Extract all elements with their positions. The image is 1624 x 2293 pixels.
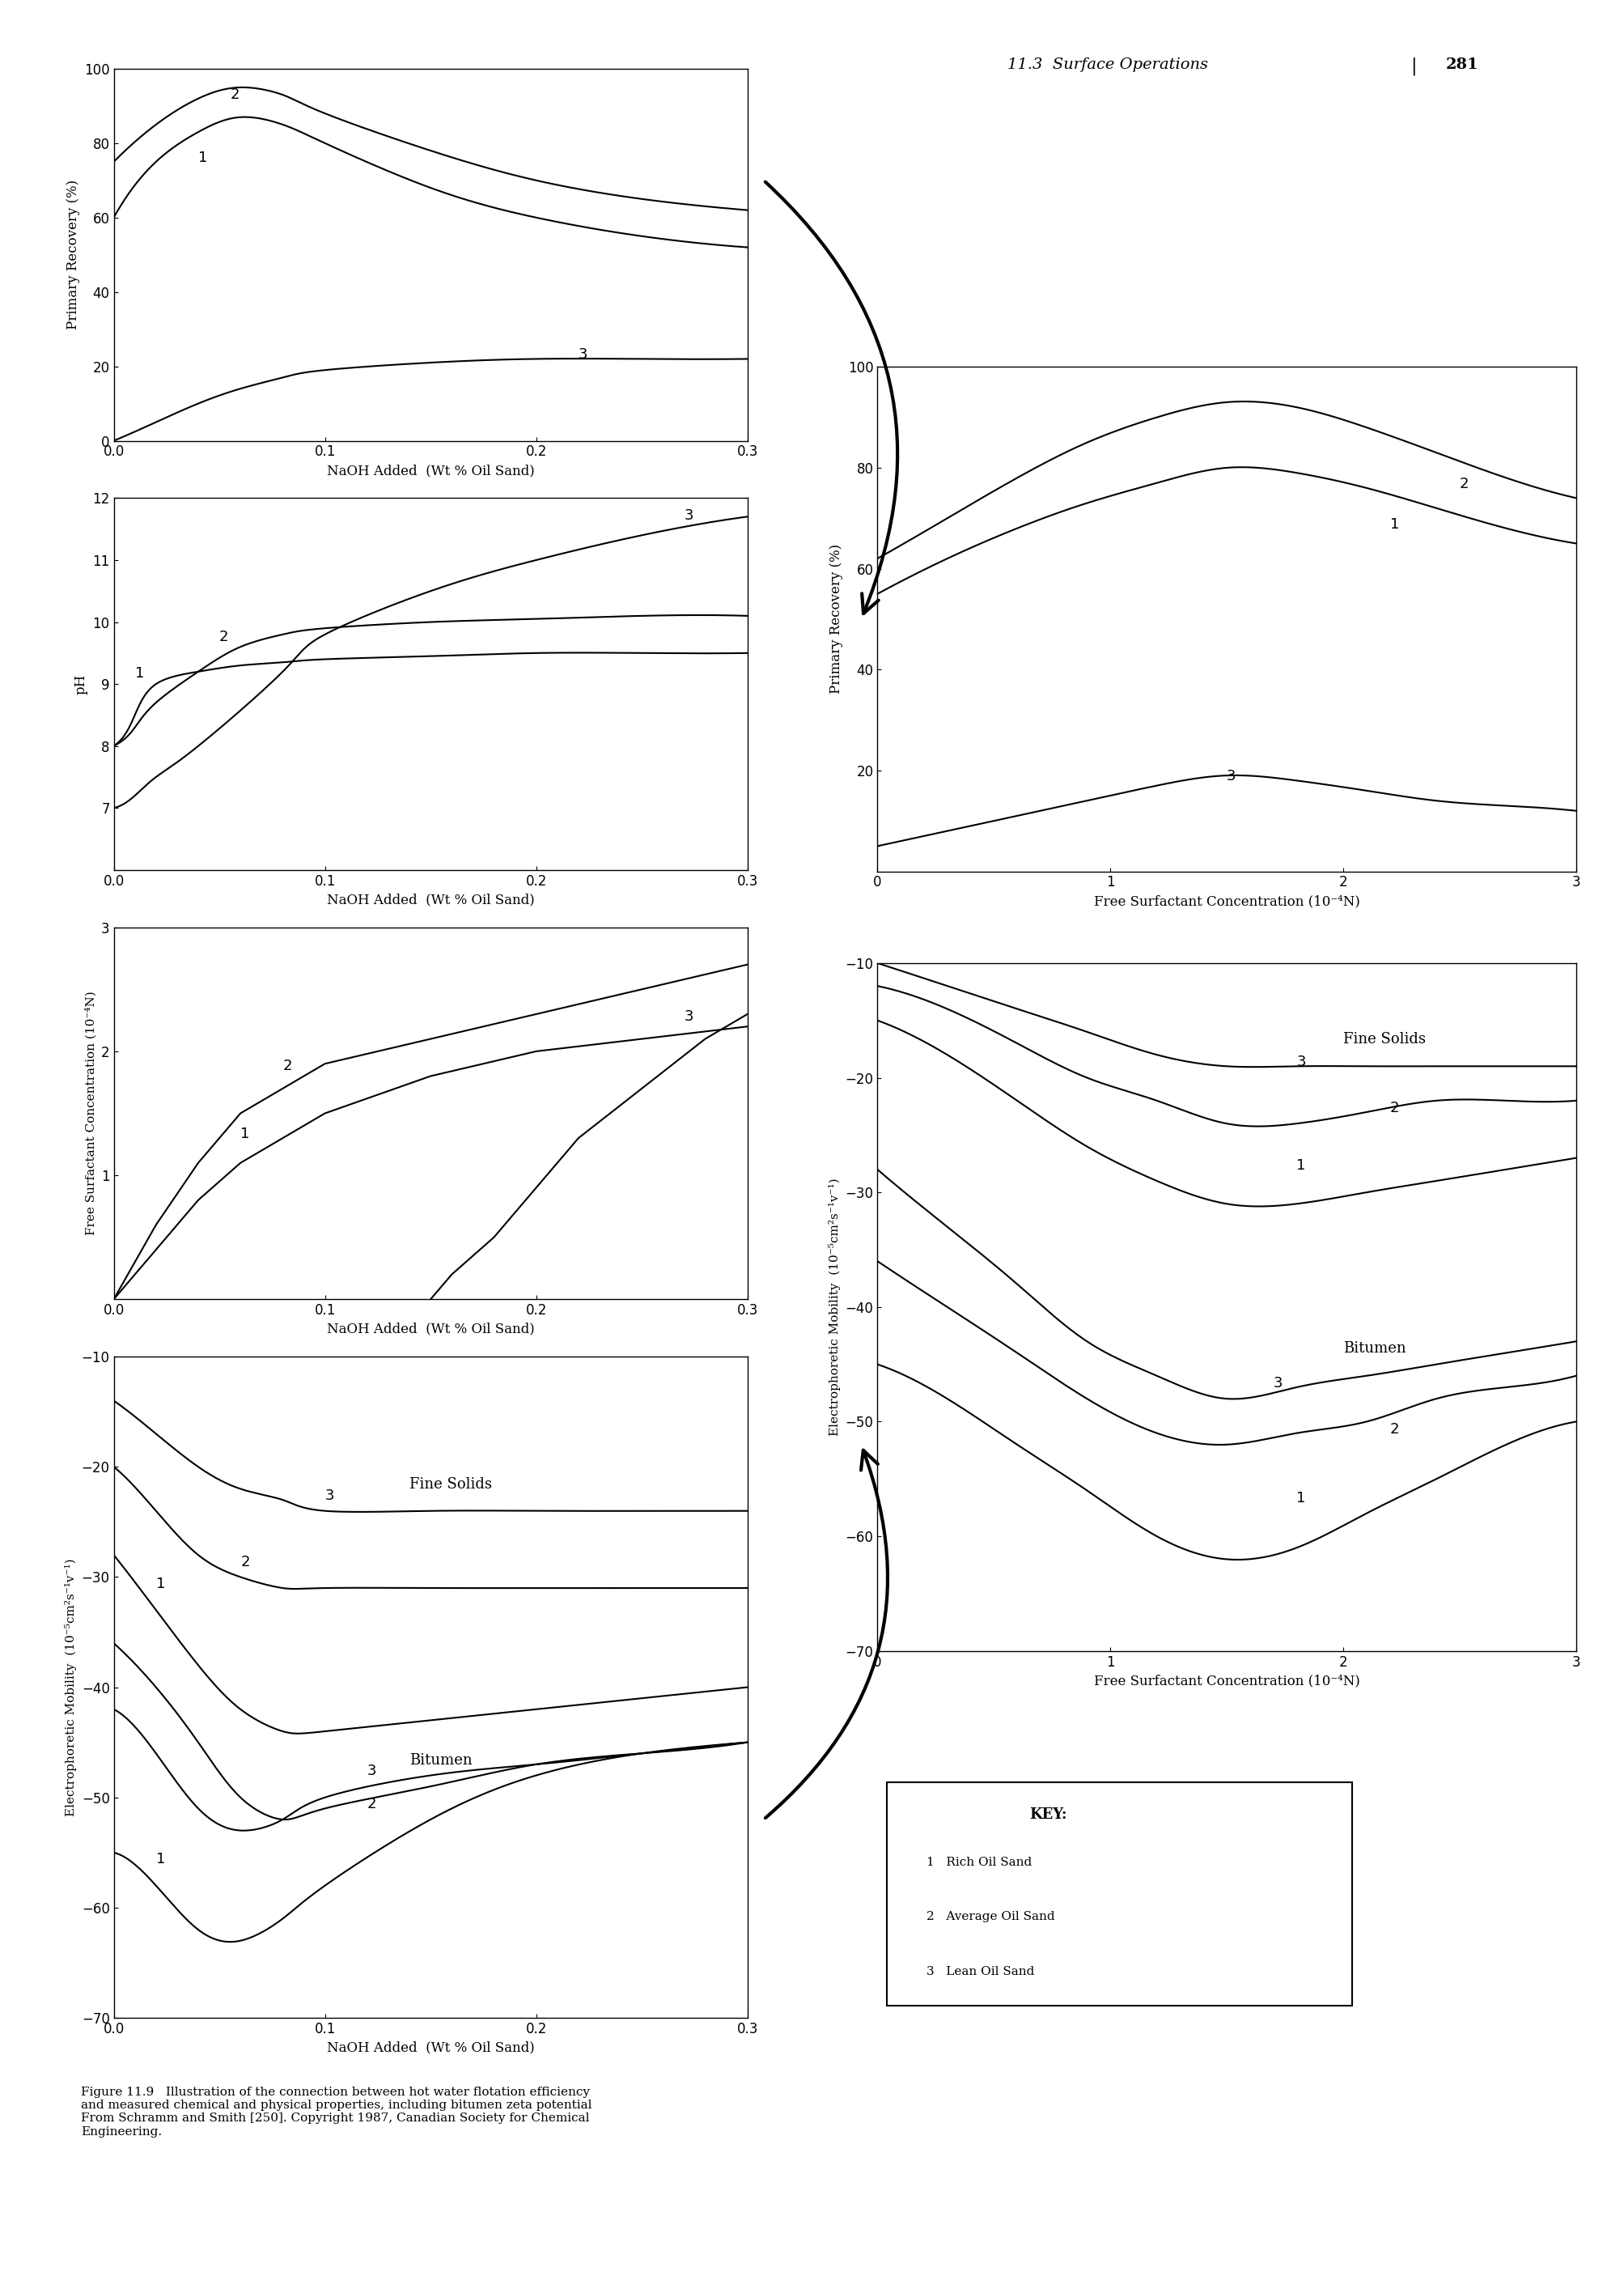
Y-axis label: Free Surfactant Concentration (10⁻⁴N): Free Surfactant Concentration (10⁻⁴N) [84,991,97,1236]
X-axis label: NaOH Added  (Wt % Oil Sand): NaOH Added (Wt % Oil Sand) [326,1323,534,1337]
Text: 3: 3 [578,349,588,362]
Text: Bitumen: Bitumen [1343,1341,1405,1355]
Text: 1: 1 [1389,516,1398,532]
Text: 2: 2 [1458,477,1468,491]
Text: 1: 1 [1296,1158,1306,1172]
Y-axis label: Electrophoretic Mobility  (10⁻⁵cm²s⁻¹v⁻¹): Electrophoretic Mobility (10⁻⁵cm²s⁻¹v⁻¹) [65,1559,76,1816]
Text: 2: 2 [1389,1422,1398,1435]
Y-axis label: Primary Recovery (%): Primary Recovery (%) [67,179,80,330]
Text: 2: 2 [240,1555,250,1568]
Text: 3: 3 [1226,768,1236,784]
Text: 1: 1 [240,1126,250,1142]
Text: 3: 3 [367,1763,377,1779]
Text: Bitumen: Bitumen [409,1754,473,1768]
Text: 2   Average Oil Sand: 2 Average Oil Sand [926,1912,1054,1924]
Text: Figure 11.9   Illustration of the connection between hot water flotation efficie: Figure 11.9 Illustration of the connecti… [81,2087,591,2137]
Text: 1   Rich Oil Sand: 1 Rich Oil Sand [926,1857,1031,1869]
FancyBboxPatch shape [887,1782,1351,2006]
Text: 3: 3 [325,1488,335,1504]
Text: KEY:: KEY: [1030,1807,1067,1823]
X-axis label: NaOH Added  (Wt % Oil Sand): NaOH Added (Wt % Oil Sand) [326,2041,534,2055]
Text: 2: 2 [1389,1101,1398,1114]
X-axis label: NaOH Added  (Wt % Oil Sand): NaOH Added (Wt % Oil Sand) [326,463,534,477]
Text: 1: 1 [156,1853,166,1867]
Text: 1: 1 [135,667,145,681]
Text: 281: 281 [1445,57,1478,71]
Y-axis label: pH: pH [75,674,88,695]
Text: Fine Solids: Fine Solids [1343,1032,1424,1046]
Text: 1: 1 [156,1578,166,1591]
Text: Fine Solids: Fine Solids [409,1477,492,1493]
Text: 2: 2 [367,1798,377,1811]
Text: 2: 2 [231,87,239,101]
X-axis label: NaOH Added  (Wt % Oil Sand): NaOH Added (Wt % Oil Sand) [326,892,534,906]
Text: |: | [1410,57,1416,76]
Text: 1: 1 [1296,1490,1306,1504]
X-axis label: Free Surfactant Concentration (10⁻⁴N): Free Surfactant Concentration (10⁻⁴N) [1093,1674,1359,1688]
Text: 3: 3 [1273,1376,1281,1390]
Text: 2: 2 [219,628,229,644]
Y-axis label: Primary Recovery (%): Primary Recovery (%) [830,543,843,695]
Text: 3: 3 [684,509,693,523]
Text: 3   Lean Oil Sand: 3 Lean Oil Sand [926,1965,1034,1977]
Text: 11.3  Surface Operations: 11.3 Surface Operations [1007,57,1208,71]
X-axis label: Free Surfactant Concentration (10⁻⁴N): Free Surfactant Concentration (10⁻⁴N) [1093,894,1359,908]
Text: 2: 2 [283,1059,292,1073]
Y-axis label: Electrophoretic Mobility  (10⁻⁵cm²s⁻¹v⁻¹): Electrophoretic Mobility (10⁻⁵cm²s⁻¹v⁻¹) [828,1179,840,1435]
Text: 3: 3 [684,1009,693,1023]
Text: 3: 3 [1296,1055,1306,1069]
Text: 1: 1 [198,151,208,165]
